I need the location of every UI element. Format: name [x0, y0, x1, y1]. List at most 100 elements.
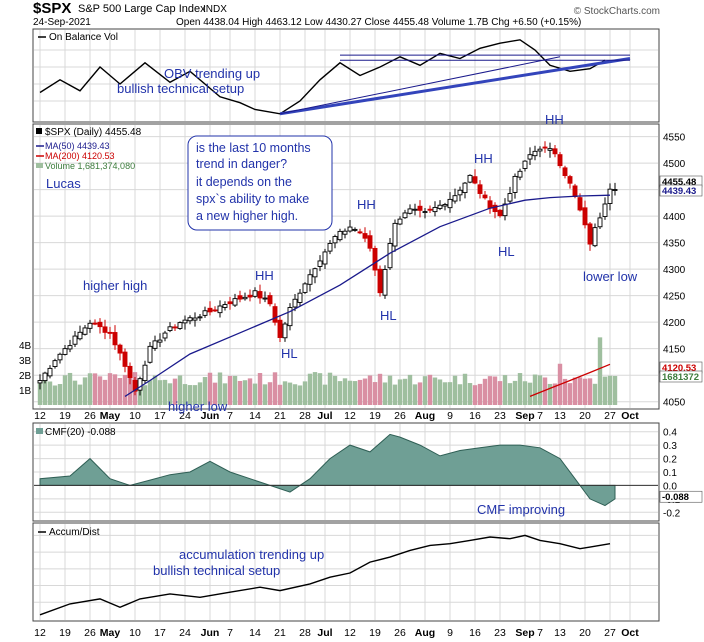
- obv-trendline: [279, 57, 631, 116]
- candle-body: [102, 326, 108, 333]
- volume-bar: [112, 374, 118, 405]
- candle-body: [132, 379, 138, 392]
- volume-bar: [597, 337, 603, 405]
- chart-date: 24-Sep-2021: [33, 17, 91, 28]
- x-tick-label: Jul: [317, 627, 332, 639]
- candle-body: [97, 321, 103, 328]
- volume-bar: [497, 381, 503, 405]
- volume-bar: [442, 382, 448, 405]
- x-tick-label: 24: [179, 627, 191, 639]
- volume-bar: [477, 383, 483, 405]
- price-tick-label: 4350: [663, 239, 686, 250]
- volume-bar: [342, 378, 348, 405]
- volume-bar: [317, 373, 323, 405]
- volume-bar: [147, 380, 153, 405]
- candle-body: [437, 204, 443, 209]
- volume-bar: [337, 381, 343, 405]
- volume-bar: [347, 380, 353, 405]
- x-tick-label: 24: [179, 410, 191, 422]
- x-tick-label: 28: [299, 627, 311, 639]
- volume-bar: [102, 379, 108, 405]
- volume-bar: [247, 378, 253, 405]
- candle-body: [227, 301, 233, 305]
- volume-bar: [432, 377, 438, 405]
- volume-bar: [307, 373, 313, 405]
- volume-tick-label: 3B: [19, 356, 32, 367]
- candle-body: [337, 230, 343, 241]
- candle-body: [207, 307, 213, 313]
- candle-body: [492, 204, 498, 213]
- volume-bar: [362, 378, 368, 405]
- candle-body: [127, 365, 133, 378]
- volume-bar: [582, 378, 588, 405]
- x-tick-label: 27: [604, 410, 616, 422]
- candle-body: [397, 218, 403, 225]
- annotation-hl-3: HL: [498, 244, 515, 259]
- x-tick-label: 26: [84, 627, 96, 639]
- volume-bar: [507, 383, 513, 405]
- x-tick-label: 19: [59, 410, 71, 422]
- price-tick-label: 4050: [663, 398, 686, 409]
- candle-body: [387, 243, 393, 269]
- volume-bar: [602, 376, 608, 405]
- x-tick-label: 19: [59, 627, 71, 639]
- cmf-tick-label: -0.2: [663, 508, 681, 519]
- volume-bar: [272, 372, 278, 405]
- volume-bar: [87, 373, 93, 405]
- candle-body: [462, 182, 468, 194]
- annotation-hh-3: HH: [474, 151, 493, 166]
- obv-panel: [32, 28, 660, 123]
- volume-bar: [72, 380, 78, 405]
- volume-bar: [612, 375, 618, 405]
- candle-body: [522, 160, 528, 169]
- candle-body: [252, 290, 258, 297]
- volume-bar: [42, 378, 48, 405]
- annotation-obv-trend: OBV trending up: [164, 66, 260, 81]
- note-line-1: is the last 10 months: [196, 141, 311, 155]
- volume-bar: [382, 382, 388, 405]
- volume-bar: [392, 384, 398, 405]
- volume-bar: [352, 381, 358, 405]
- candle-body: [482, 194, 488, 199]
- price-tick-label: 4150: [663, 345, 686, 356]
- accum-dist-line: [39, 534, 611, 616]
- volume-bar: [37, 383, 43, 405]
- candle-body: [502, 203, 508, 217]
- volume-bar: [207, 372, 213, 405]
- volume-bar: [237, 380, 243, 405]
- candle-body: [142, 364, 148, 382]
- last-ma50-tag: 4439.43: [662, 186, 696, 197]
- candle-body: [517, 170, 523, 178]
- candle-body: [607, 188, 613, 204]
- volume-bar: [592, 383, 598, 405]
- x-tick-label: 23: [494, 410, 506, 422]
- x-tick-label: 13: [554, 627, 566, 639]
- volume-bar: [502, 375, 508, 405]
- candle-body: [112, 332, 118, 346]
- x-tick-label: 17: [154, 410, 166, 422]
- volume-bar: [437, 379, 443, 405]
- volume-bar: [117, 378, 123, 405]
- volume-bar: [542, 377, 548, 405]
- x-tick-label: 20: [579, 627, 591, 639]
- candle-body: [402, 212, 408, 219]
- candle-body: [242, 296, 248, 300]
- volume-bar: [82, 377, 88, 405]
- volume-bar: [227, 375, 233, 405]
- candle-body: [382, 269, 388, 296]
- candle-body: [442, 204, 448, 207]
- volume-bar: [562, 378, 568, 405]
- obv-trendline: [279, 56, 561, 115]
- volume-bar: [447, 382, 453, 405]
- candle-body: [447, 198, 453, 209]
- volume-bar: [422, 376, 428, 405]
- candle-body: [412, 208, 418, 211]
- candle-body: [197, 316, 203, 319]
- candle-body: [497, 209, 503, 217]
- volume-bar: [152, 375, 158, 405]
- candle-body: [322, 251, 328, 265]
- volume-bar: [457, 384, 463, 405]
- candle-body: [352, 228, 358, 231]
- candle-body: [452, 195, 458, 202]
- candle-body: [137, 378, 143, 391]
